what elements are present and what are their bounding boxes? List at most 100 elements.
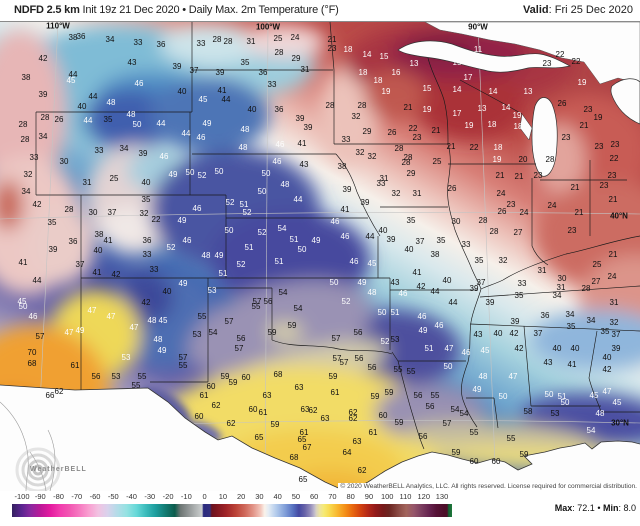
temp-value-label: 47 bbox=[508, 372, 518, 381]
temp-value-label: 52 bbox=[197, 171, 207, 180]
colorbar-tick-label: -80 bbox=[53, 492, 64, 501]
temp-value-label: 22 bbox=[469, 143, 479, 152]
page-title: NDFD 2.5 km Init 19z 21 Dec 2020 • Daily… bbox=[14, 4, 339, 16]
temp-value-label: 28 bbox=[581, 284, 591, 293]
temp-value-label: 51 bbox=[244, 243, 254, 252]
temp-value-label: 46 bbox=[196, 133, 206, 142]
temp-value-label: 21 bbox=[327, 35, 337, 44]
temp-value-label: 40 bbox=[404, 245, 414, 254]
temp-value-label: 45 bbox=[480, 346, 490, 355]
temp-value-label: 41 bbox=[18, 258, 28, 267]
temp-value-label: 23 bbox=[610, 140, 620, 149]
state-borders bbox=[35, 22, 640, 450]
temp-value-label: 39 bbox=[342, 185, 352, 194]
temp-value-label: 21 bbox=[446, 142, 456, 151]
temp-value-label: 45 bbox=[589, 391, 599, 400]
temp-value-label: 48 bbox=[126, 110, 136, 119]
temp-value-label: 56 bbox=[236, 334, 246, 343]
temp-value-label: 37 bbox=[75, 260, 85, 269]
temp-value-label: 54 bbox=[293, 304, 303, 313]
temp-value-label: 52 bbox=[225, 198, 235, 207]
temp-value-label: 15 bbox=[452, 58, 462, 67]
temp-value-label: 48 bbox=[238, 143, 248, 152]
temp-value-label: 46 bbox=[192, 204, 202, 213]
geo-coordinate-label: 30°N bbox=[611, 418, 629, 428]
temp-value-label: 39 bbox=[510, 317, 520, 326]
temp-value-label: 22 bbox=[408, 124, 418, 133]
temp-value-label: 56 bbox=[418, 432, 428, 441]
temp-value-label: 40 bbox=[570, 344, 580, 353]
map-canvas: 38 36 34 33 36 33 28 28 31 25 24 42 28 29 38 44 45 43 39 37… bbox=[0, 22, 640, 491]
temp-value-label: 65 bbox=[298, 475, 308, 484]
temp-value-label: 44 bbox=[156, 119, 166, 128]
temp-value-label: 57 bbox=[252, 297, 262, 306]
temp-value-label: 18 bbox=[487, 120, 497, 129]
temp-value-label: 30 bbox=[451, 217, 461, 226]
temp-value-label: 31 bbox=[246, 37, 256, 46]
geo-coordinate-label: 100°W bbox=[255, 22, 281, 32]
colorbar-tick-label: -30 bbox=[144, 492, 156, 501]
temp-value-label: 53 bbox=[550, 409, 560, 418]
temp-value-label: 47 bbox=[129, 323, 139, 332]
temp-value-label: 41 bbox=[217, 86, 227, 95]
temp-value-label: 48 bbox=[595, 409, 605, 418]
temp-value-label: 26 bbox=[447, 184, 457, 193]
temp-value-label: 68 bbox=[289, 453, 299, 462]
temp-value-label: 38 bbox=[94, 230, 104, 239]
temp-value-label: 28 bbox=[18, 120, 28, 129]
colorbar-tick-label: 70 bbox=[328, 492, 337, 501]
temp-value-label: 19 bbox=[381, 87, 391, 96]
temp-value-label: 21 bbox=[574, 208, 584, 217]
temp-value-label: 39 bbox=[360, 198, 370, 207]
temp-value-label: 59 bbox=[394, 418, 404, 427]
temp-value-label: 53 bbox=[111, 372, 121, 381]
temp-value-label: 21 bbox=[403, 103, 413, 112]
temp-value-label: 61 bbox=[299, 428, 309, 437]
temp-value-label: 39 bbox=[138, 149, 148, 158]
temp-value-label: 35 bbox=[47, 218, 57, 227]
temp-value-label: 28 bbox=[223, 37, 233, 46]
colorbar-tick-label: 120 bbox=[417, 492, 430, 501]
temp-value-label: 55 bbox=[197, 312, 207, 321]
temp-value-label: 31 bbox=[412, 189, 422, 198]
temp-value-label: 45 bbox=[66, 76, 76, 85]
temp-value-label: 23 bbox=[561, 133, 571, 142]
temp-value-label: 11 bbox=[473, 45, 483, 54]
temp-value-label: 44 bbox=[83, 116, 93, 125]
temp-value-label: 55 bbox=[469, 428, 479, 437]
temp-value-label: 40 bbox=[162, 287, 172, 296]
temp-value-label: 59 bbox=[519, 450, 529, 459]
temp-value-label: 27 bbox=[591, 277, 601, 286]
temp-value-label: 50 bbox=[498, 392, 508, 401]
temp-value-label: 44 bbox=[88, 92, 98, 101]
temp-value-label: 40 bbox=[77, 102, 87, 111]
temp-value-label: 59 bbox=[451, 448, 461, 457]
temp-value-label: 40 bbox=[442, 276, 452, 285]
temp-value-label: 52 bbox=[166, 243, 176, 252]
temp-value-label: 24 bbox=[290, 33, 300, 42]
green-bay bbox=[519, 113, 533, 141]
temp-value-label: 49 bbox=[202, 119, 212, 128]
temp-value-label: 55 bbox=[131, 381, 141, 390]
temp-value-label: 39 bbox=[611, 344, 621, 353]
temp-value-label: 19 bbox=[492, 155, 502, 164]
colorbar-gradient bbox=[12, 504, 452, 517]
temp-value-label: 55 bbox=[406, 367, 416, 376]
temp-value-label: 67 bbox=[302, 443, 312, 452]
temp-value-label: 30 bbox=[557, 274, 567, 283]
temp-value-label: 49 bbox=[214, 251, 224, 260]
temp-value-label: 18 bbox=[373, 76, 383, 85]
temp-value-label: 33 bbox=[461, 240, 471, 249]
temp-value-label: 60 bbox=[469, 457, 479, 466]
temp-value-label: 65 bbox=[254, 433, 264, 442]
temp-value-label: 24 bbox=[547, 201, 557, 210]
temp-value-label: 62 bbox=[308, 406, 318, 415]
temp-value-label: 39 bbox=[303, 123, 313, 132]
temp-value-label: 40 bbox=[378, 226, 388, 235]
temp-value-label: 51 bbox=[424, 344, 434, 353]
temp-value-label: 26 bbox=[497, 207, 507, 216]
temp-value-label: 23 bbox=[607, 171, 617, 180]
temp-value-label: 36 bbox=[142, 236, 152, 245]
temp-value-label: 14 bbox=[488, 87, 498, 96]
temp-value-label: 49 bbox=[418, 326, 428, 335]
